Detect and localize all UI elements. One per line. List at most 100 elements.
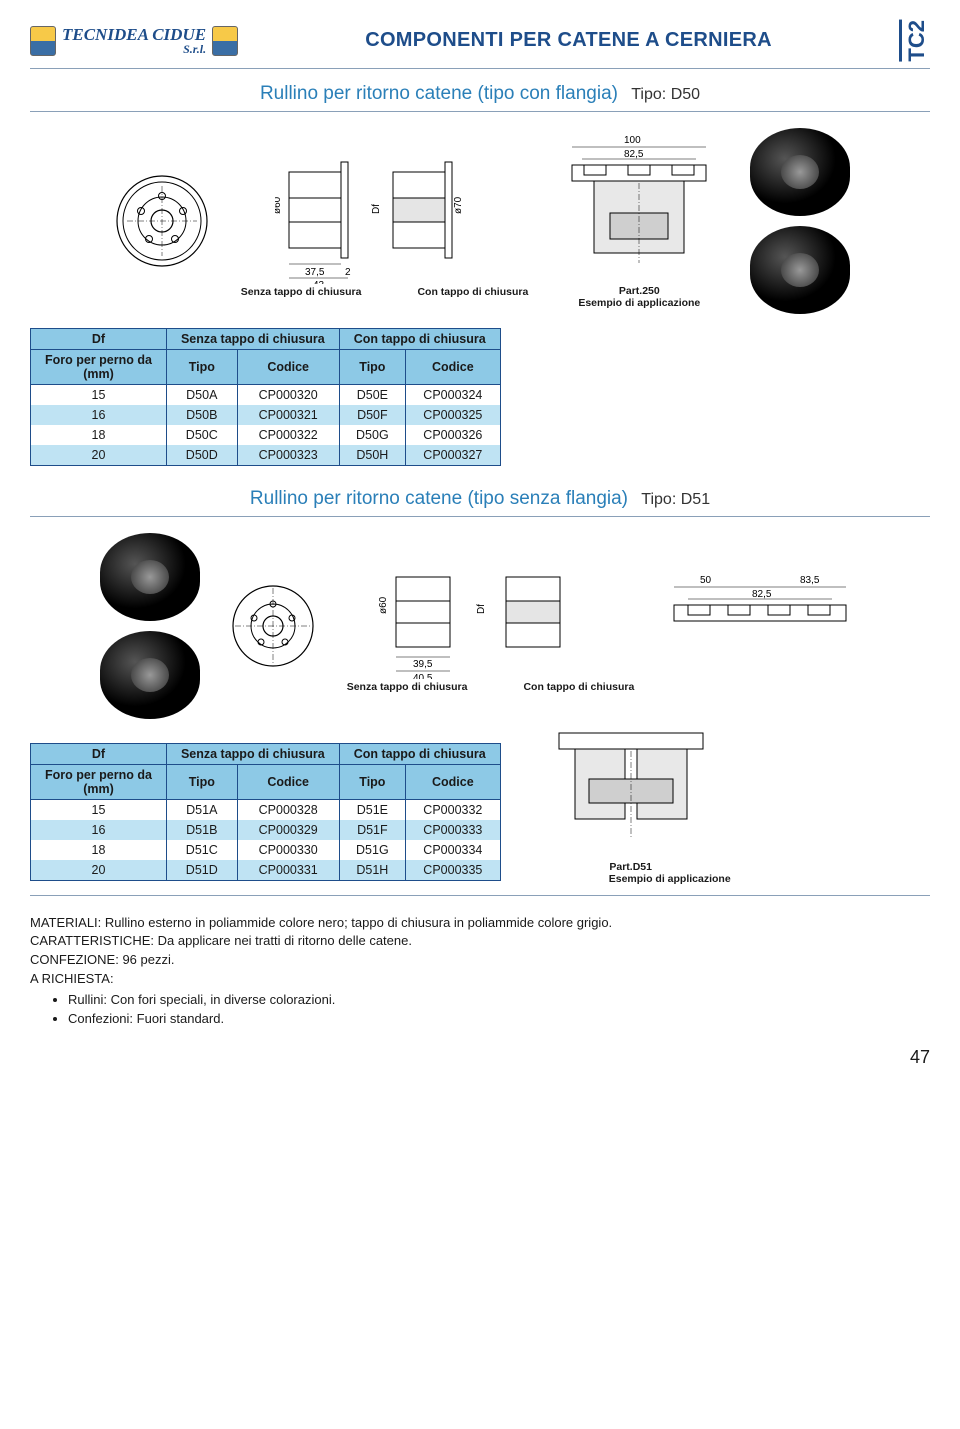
example-label: Esempio di applicazione	[578, 297, 700, 309]
cell: 16	[31, 820, 167, 840]
fig-d51-sides: ø60 Df 39,5 40,5	[376, 559, 606, 679]
mat-text: Rullino esterno in poliammide colore ner…	[101, 915, 612, 930]
th-codice: Codice	[237, 764, 339, 799]
logo-icon	[30, 26, 56, 56]
caption-senza2: Senza tappo di chiusura	[347, 681, 468, 693]
svg-text:82,5: 82,5	[752, 589, 772, 600]
page-number: 47	[30, 1047, 930, 1068]
th-foro: Foro per perno da (mm)	[31, 764, 167, 799]
cell: D51A	[166, 799, 237, 820]
svg-text:100: 100	[624, 135, 641, 146]
logo-icon	[212, 26, 238, 56]
cell: D50H	[339, 445, 405, 466]
render-d50-b	[750, 226, 850, 314]
fig-d51-front	[226, 576, 321, 676]
svg-text:ø70: ø70	[453, 196, 464, 214]
cell: D50E	[339, 384, 405, 405]
render-d51-a	[100, 533, 200, 621]
cell: D50D	[166, 445, 237, 466]
cell: CP000324	[406, 384, 501, 405]
cell: 15	[31, 384, 167, 405]
fig-d50-sides: ø60 Df ø70 37,5 2 43	[275, 144, 495, 284]
tipo-value: D50	[671, 86, 700, 103]
cell: D51D	[166, 860, 237, 881]
fig-d50-application: 100 82,5	[554, 133, 724, 283]
cell: CP000328	[237, 799, 339, 820]
cell: 20	[31, 445, 167, 466]
header-tab: TC2	[899, 20, 930, 62]
svg-text:ø60: ø60	[275, 196, 283, 214]
th-tipo: Tipo	[166, 764, 237, 799]
cell: D51E	[339, 799, 405, 820]
render-d50-a	[750, 128, 850, 216]
svg-text:82,5: 82,5	[624, 149, 644, 160]
th-tipo: Tipo	[339, 764, 405, 799]
table-row: 20D51DCP000331D51HCP000335	[31, 860, 501, 881]
caption-con: Con tappo di chiusura	[417, 286, 528, 298]
cell: 18	[31, 425, 167, 445]
section2-figures: ø60 Df 39,5 40,5 Senza tappo di chiusura…	[30, 533, 930, 719]
cell: CP000320	[237, 384, 339, 405]
cell: CP000322	[237, 425, 339, 445]
cell: D50G	[339, 425, 405, 445]
svg-text:37,5: 37,5	[305, 267, 325, 278]
table-row: 15D50ACP000320D50ECP000324	[31, 384, 501, 405]
th-senza: Senza tappo di chiusura	[166, 743, 339, 764]
cell: 20	[31, 860, 167, 881]
th-tipo: Tipo	[166, 349, 237, 384]
render-d51-b	[100, 631, 200, 719]
svg-text:50: 50	[700, 575, 712, 586]
cell: D51H	[339, 860, 405, 881]
svg-text:ø60: ø60	[378, 596, 389, 614]
cell: D51G	[339, 840, 405, 860]
cell: CP000327	[406, 445, 501, 466]
th-senza: Senza tappo di chiusura	[166, 328, 339, 349]
cell: CP000326	[406, 425, 501, 445]
cell: D50A	[166, 384, 237, 405]
conf-text: 96 pezzi.	[119, 952, 175, 967]
table-row: 16D50BCP000321D50FCP000325	[31, 405, 501, 425]
cell: D50C	[166, 425, 237, 445]
part-label2: Part.D51	[609, 861, 652, 873]
mat-label: MATERIALI:	[30, 915, 101, 930]
section1-title-line: Rullino per ritorno catene (tipo con fla…	[30, 83, 930, 112]
section2-title: Rullino per ritorno catene (tipo senza f…	[250, 488, 628, 509]
cell: CP000334	[406, 840, 501, 860]
svg-text:Df: Df	[371, 203, 382, 213]
fig-d50-front	[110, 166, 215, 276]
table-row: 18D51CCP000330D51GCP000334	[31, 840, 501, 860]
header-title: COMPONENTI PER CATENE A CERNIERA	[258, 29, 879, 52]
logo-sub: S.r.l.	[62, 43, 206, 55]
materials-block: MATERIALI: Rullino esterno in poliammide…	[30, 914, 930, 1029]
th-df: Df	[31, 328, 167, 349]
table-d51: Df Senza tappo di chiusura Con tappo di …	[30, 743, 501, 881]
cell: 16	[31, 405, 167, 425]
cell: CP000333	[406, 820, 501, 840]
section1-figures: ø60 Df ø70 37,5 2 43 Senza tappo di chiu…	[30, 128, 930, 314]
cell: CP000321	[237, 405, 339, 425]
caption-senza: Senza tappo di chiusura	[241, 286, 362, 298]
page-header: TECNIDEA CIDUE S.r.l. COMPONENTI PER CAT…	[30, 20, 930, 69]
th-con: Con tappo di chiusura	[339, 743, 500, 764]
cell: D51B	[166, 820, 237, 840]
logo-text: TECNIDEA CIDUE S.r.l.	[62, 26, 206, 55]
fig-d51-application	[531, 729, 731, 859]
svg-text:83,5: 83,5	[800, 575, 820, 586]
section2-title-line: Rullino per ritorno catene (tipo senza f…	[30, 488, 930, 517]
part-label: Part.250	[619, 285, 660, 297]
th-foro: Foro per perno da (mm)	[31, 349, 167, 384]
table-row: 16D51BCP000329D51FCP000333	[31, 820, 501, 840]
cell: CP000330	[237, 840, 339, 860]
section1-title: Rullino per ritorno catene (tipo con fla…	[260, 83, 618, 104]
cell: 15	[31, 799, 167, 820]
th-tipo: Tipo	[339, 349, 405, 384]
tipo-label: Tipo:	[641, 491, 676, 508]
svg-text:2: 2	[345, 267, 351, 278]
th-codice: Codice	[237, 349, 339, 384]
cell: CP000332	[406, 799, 501, 820]
cell: D51C	[166, 840, 237, 860]
table-row: 20D50DCP000323D50HCP000327	[31, 445, 501, 466]
car-label: CARATTERISTICHE:	[30, 933, 154, 948]
caption-con2: Con tappo di chiusura	[523, 681, 634, 693]
table-d50: Df Senza tappo di chiusura Con tappo di …	[30, 328, 501, 466]
